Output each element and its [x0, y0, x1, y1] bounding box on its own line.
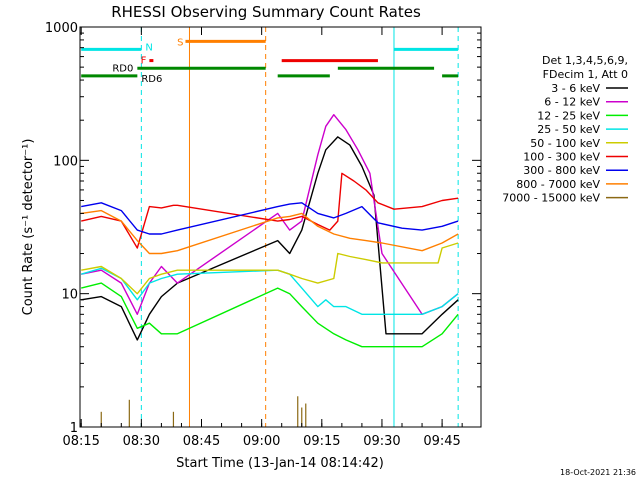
- legend-label-3-6-kev: 3 - 6 keV: [551, 82, 600, 95]
- legend-label-7000-15000-kev: 7000 - 15000 keV: [502, 192, 600, 205]
- series-800-7000-kev-line: [81, 209, 459, 255]
- series-12-25-kev-line: [81, 282, 459, 348]
- annotation-label-f: F: [141, 56, 147, 67]
- x-tick-label-09-00: 09:00: [243, 434, 280, 449]
- annotation-label-rd6: RD6: [141, 74, 162, 85]
- y-tick-label-1: 1: [70, 421, 78, 436]
- x-tick-label-08-15: 08:15: [62, 434, 99, 449]
- series-25-50-kev-line: [81, 267, 459, 315]
- chart-title: RHESSI Observing Summary Count Rates: [111, 3, 421, 21]
- y-axis-label: Count Rate (s⁻¹ detector⁻¹): [21, 139, 36, 316]
- series-300-800-kev-line: [81, 202, 459, 235]
- legend: Det 1,3,4,5,6,9, FDecim 1, Att 0 3 - 6 k…: [502, 54, 628, 205]
- footer-date: 18-Oct-2021 21:36: [560, 468, 636, 477]
- y-tick-label-10: 10: [61, 288, 78, 303]
- series-50-100-kev-line: [81, 242, 459, 295]
- plot-frame: [79, 26, 482, 428]
- x-tick-label-08-30: 08:30: [123, 434, 160, 449]
- x-tick-label-08-45: 08:45: [183, 434, 220, 449]
- x-tick-label-09-15: 09:15: [303, 434, 340, 449]
- y-tick-label-100: 100: [53, 154, 78, 169]
- series-100-300-kev-line: [81, 172, 459, 249]
- x-tick-label-09-45: 09:45: [423, 434, 460, 449]
- y-axis-ticks: 1 10 100 1000: [45, 21, 481, 436]
- legend-label-800-7000-kev: 800 - 7000 keV: [516, 178, 600, 191]
- legend-label-300-800-kev: 300 - 800 keV: [523, 164, 600, 177]
- series-6-12-kev-line: [81, 114, 459, 315]
- x-axis-ticks: 08:15 08:30 08:45 09:00 09:15 09:30 09:45: [62, 27, 463, 449]
- y-tick-label-1000: 1000: [45, 21, 78, 36]
- legend-label-6-12-kev: 6 - 12 keV: [544, 96, 600, 109]
- mode-annotations: NF S RD0 RD6: [81, 37, 459, 85]
- annotation-label-n: N: [145, 42, 152, 53]
- plot-area: [81, 27, 459, 427]
- legend-label-12-25-kev: 12 - 25 keV: [537, 109, 600, 122]
- legend-label-100-300-kev: 100 - 300 keV: [523, 151, 600, 164]
- x-axis-label: Start Time (13-Jan-14 08:14:42): [176, 456, 384, 471]
- legend-label-25-50-kev: 25 - 50 keV: [537, 123, 600, 136]
- annotation-label-s: S: [177, 37, 183, 48]
- annotation-label-rd0: RD0: [112, 63, 133, 74]
- legend-header-1: Det 1,3,4,5,6,9,: [542, 54, 628, 67]
- legend-header-2: FDecim 1, Att 0: [543, 68, 628, 81]
- x-tick-label-09-30: 09:30: [363, 434, 400, 449]
- legend-label-50-100-kev: 50 - 100 keV: [530, 137, 600, 150]
- series-3-6-kev-line: [81, 136, 459, 341]
